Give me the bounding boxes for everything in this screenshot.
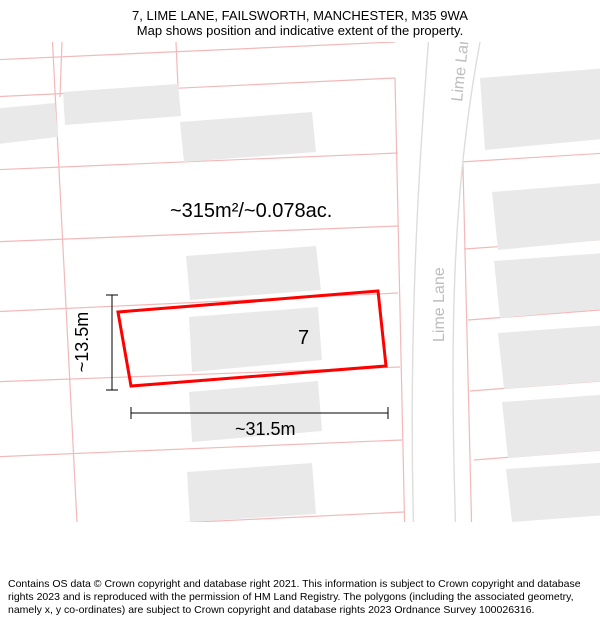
copyright-footer: Contains OS data © Crown copyright and d… — [0, 572, 600, 625]
property-number: 7 — [298, 327, 309, 349]
map-container: Lime LaneLime Lane7~315m²/~0.078ac.~13.5… — [0, 42, 600, 572]
property-map: Lime LaneLime Lane7~315m²/~0.078ac.~13.5… — [0, 42, 600, 522]
dimension-width: ~31.5m — [235, 419, 296, 439]
svg-text:Lime Lane: Lime Lane — [431, 267, 448, 342]
dimension-height: ~13.5m — [72, 312, 92, 373]
header: 7, LIME LANE, FAILSWORTH, MANCHESTER, M3… — [0, 0, 600, 42]
address-title: 7, LIME LANE, FAILSWORTH, MANCHESTER, M3… — [12, 8, 588, 23]
map-subtitle: Map shows position and indicative extent… — [12, 23, 588, 38]
page: { "header": { "title": "7, LIME LANE, FA… — [0, 0, 600, 625]
area-label: ~315m²/~0.078ac. — [170, 200, 332, 222]
